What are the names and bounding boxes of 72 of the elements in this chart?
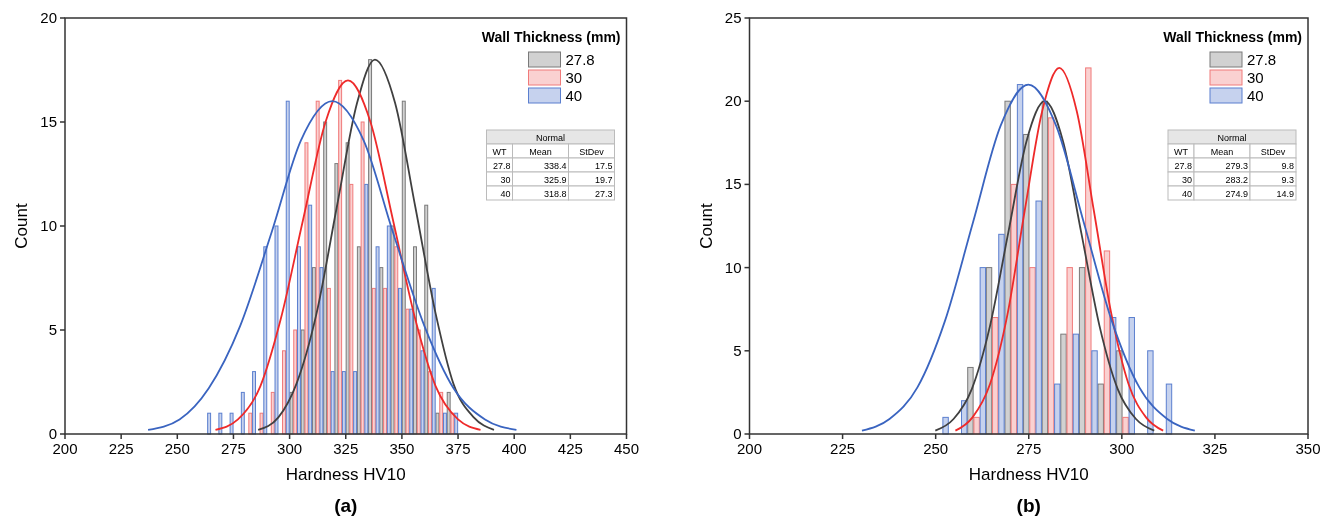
y-axis-title: Count [696,203,716,249]
x-tick-label: 275 [1016,440,1042,457]
x-tick-label: 450 [613,440,640,457]
annotation: 27.8 [1174,160,1192,171]
y-tick-label: 15 [40,113,57,130]
annotation: WT [1174,146,1189,157]
y-tick-label: 5 [48,321,57,338]
x-axis-title: Hardness HV10 [968,465,1089,484]
y-tick-label: 0 [733,425,742,442]
x-tick-label: 250 [164,440,190,457]
x-tick-label: 200 [736,440,763,457]
x-tick-label: 200 [52,440,78,457]
x-tick-label: 250 [923,440,949,457]
x-tick-label: 350 [389,440,415,457]
x-tick-label: 225 [830,440,856,457]
annotation: 338.4 [543,160,567,171]
x-tick-label: 400 [501,440,527,457]
annotation: 325.9 [543,174,567,185]
x-axis-title: Hardness HV10 [285,465,406,484]
x-tick-label: 225 [108,440,134,457]
y-tick-label: 15 [724,175,742,193]
legend-label: 30 [1247,69,1264,86]
annotation: 30 [500,174,511,185]
annotation: 30 [1181,174,1192,185]
x-tick-label: 300 [1109,440,1135,457]
annotation: 9.3 [1281,174,1294,185]
annotation: 279.3 [1225,160,1248,171]
y-tick-label: 10 [724,258,742,276]
x-tick-label: 300 [277,440,303,457]
annotation: Normal [535,132,566,143]
legend-title: Wall Thickness (mm) [1163,29,1302,45]
y-tick-label: 10 [40,217,57,234]
x-tick-label: 275 [220,440,246,457]
legend-label: 27.8 [1247,51,1277,68]
x-tick-label: 325 [1202,440,1228,457]
y-tick-label: 0 [48,425,57,442]
text: (b) [1016,495,1041,516]
annotation: Mean [1210,146,1234,157]
y-axis-title: Count [12,203,31,249]
annotation: Normal [1217,132,1247,143]
annotation: 318.8 [543,188,567,199]
annotation: Mean [529,146,552,157]
line-series [861,83,1196,432]
annotation: 274.9 [1225,188,1248,199]
x-tick-label: 425 [557,440,583,457]
y-tick-label: 25 [724,9,742,26]
legend-label: 30 [565,69,583,86]
y-tick-label: 20 [724,92,742,110]
annotation: 19.7 [594,174,613,185]
line-series [934,100,1156,432]
annotation: WT [492,146,507,157]
annotation: 40 [1181,188,1192,199]
x-tick-label: 375 [445,440,471,457]
annotation: 9.8 [1281,160,1294,171]
legend-label: 27.8 [565,51,595,68]
annotation: 40 [500,188,511,199]
legend-label: 40 [565,87,583,104]
y-tick-label: 20 [40,9,57,26]
annotation: 17.5 [594,160,613,171]
annotation: 27.8 [492,160,511,171]
text: (a) [334,495,358,516]
annotation: StDev [1260,146,1286,157]
x-tick-label: 325 [333,440,359,457]
annotation: 283.2 [1225,174,1248,185]
line-series [147,100,518,431]
legend-title: Wall Thickness (mm) [481,29,621,45]
annotation: 27.3 [594,188,613,199]
annotation: 14.9 [1276,188,1294,199]
legend-label: 40 [1247,87,1264,104]
x-tick-label: 350 [1295,440,1321,457]
y-tick-label: 5 [733,341,742,359]
annotation: StDev [579,146,605,157]
